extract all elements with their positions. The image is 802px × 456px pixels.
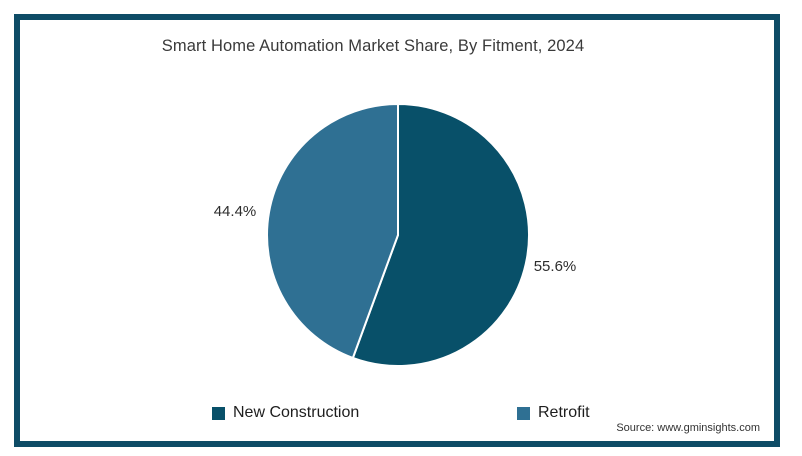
chart-title: Smart Home Automation Market Share, By F… <box>161 37 585 55</box>
slice-label-retrofit: 44.4% <box>213 203 257 220</box>
legend-item-retrofit: Retrofit <box>517 405 590 421</box>
legend-swatch-retrofit <box>517 406 530 420</box>
source-attribution: Source: www.gminsights.com <box>616 422 760 434</box>
pie-chart-area <box>265 102 531 368</box>
legend-swatch-new-construction <box>212 406 225 420</box>
legend-label-new-construction: New Construction <box>233 404 360 421</box>
legend-item-new-construction: New Construction <box>212 405 359 421</box>
pie-chart <box>266 103 530 367</box>
slice-label-new-construction: 55.6% <box>533 258 577 275</box>
legend-label-retrofit: Retrofit <box>538 404 590 421</box>
pie-slice-retrofit <box>266 103 399 359</box>
pie-slice-new-construction <box>351 103 530 367</box>
